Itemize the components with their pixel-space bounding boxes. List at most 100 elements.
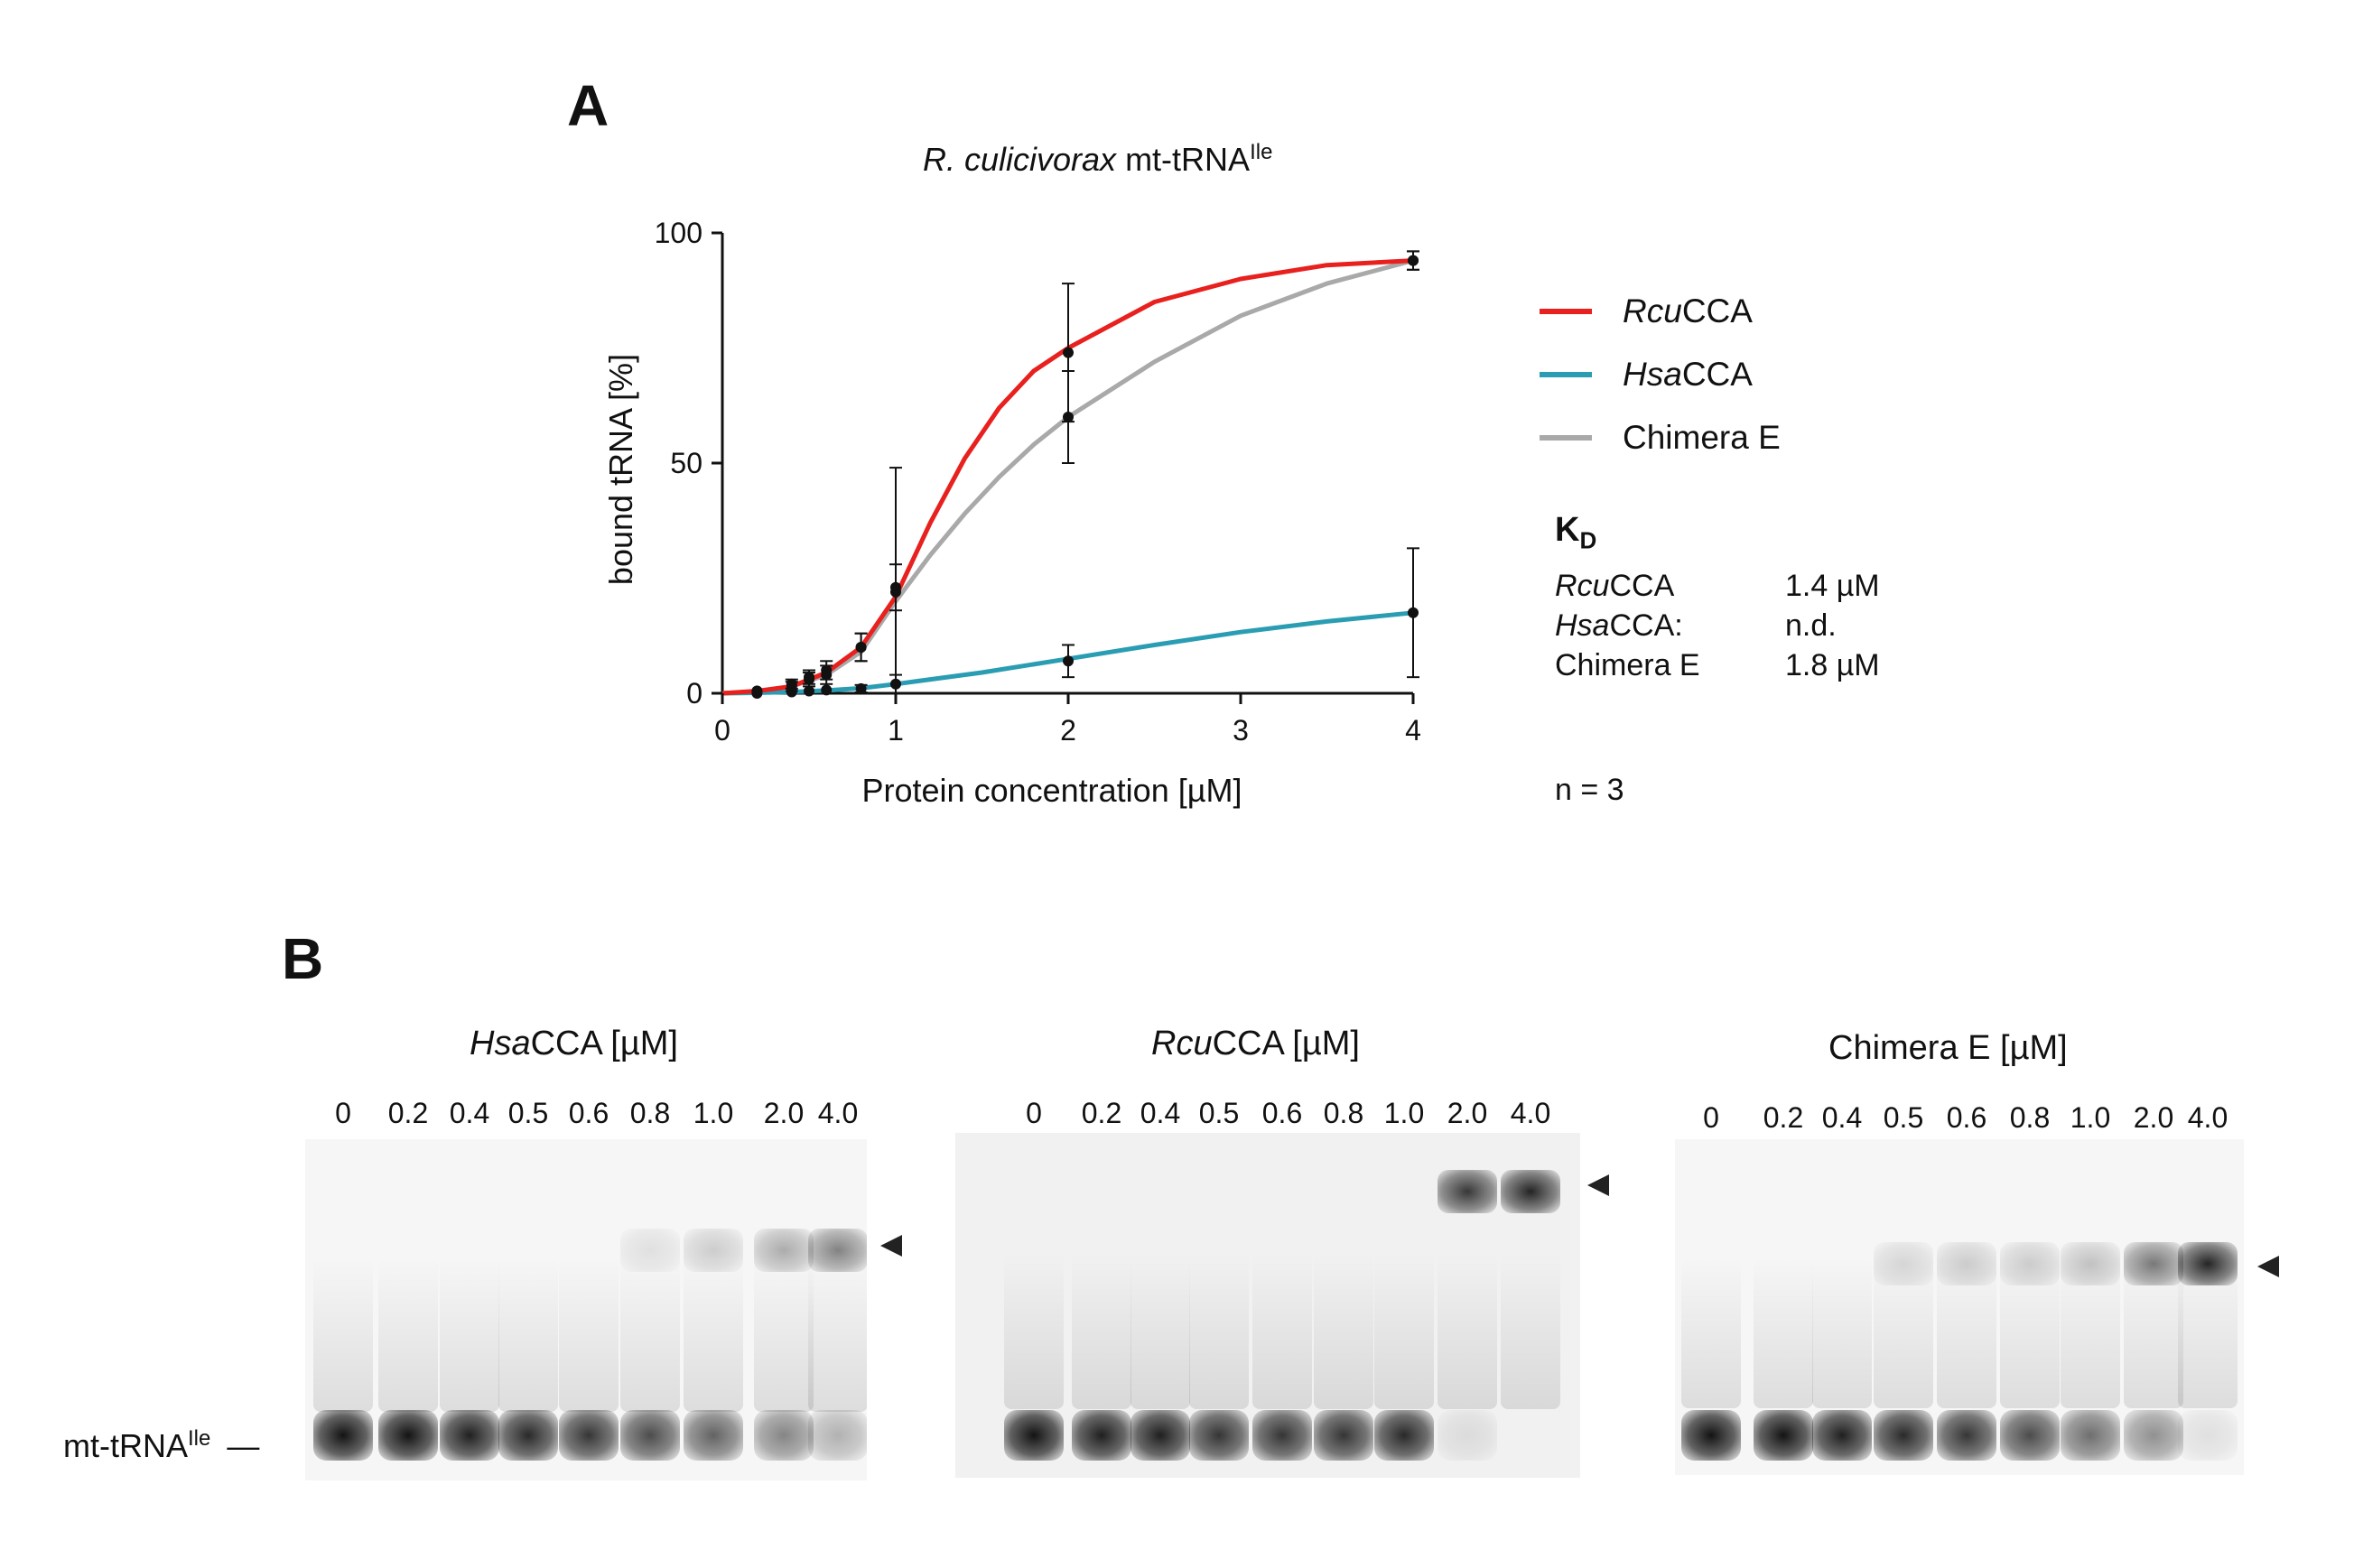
kd-name: Chimera E	[1555, 647, 1700, 682]
y-tick-label: 100	[655, 217, 702, 249]
legend-item-chimera-e: Chimera E	[1540, 406, 1781, 469]
chart-title: R. culicivorax mt-tRNAIle	[923, 140, 1272, 179]
kd-name-italic: Hsa	[1555, 608, 1610, 643]
complex-band	[1874, 1242, 1933, 1285]
gel-smear	[1812, 1257, 1872, 1408]
free-trna-band	[378, 1410, 438, 1461]
gel-title-rest: CCA [µM]	[1212, 1025, 1360, 1062]
gel-lane-label: 4.0	[2187, 1101, 2228, 1134]
gel-lane-label: 0.6	[568, 1097, 609, 1129]
gel-smear	[2000, 1257, 2060, 1408]
mt-label-main: mt-tRNA	[63, 1427, 188, 1464]
gel-panel-0	[305, 1139, 867, 1480]
gel-smear	[620, 1258, 680, 1413]
free-trna-band	[313, 1410, 373, 1461]
chart-title-sup: Ile	[1250, 140, 1273, 164]
gel-lane-label: 0.4	[1140, 1097, 1181, 1129]
kd-title-main: K	[1555, 511, 1580, 549]
gel-smear	[1374, 1253, 1434, 1409]
gel-title-hsacca: HsaCCA [µM]	[470, 1025, 678, 1063]
gel-title-italic: Hsa	[470, 1025, 531, 1062]
gel-smear	[1438, 1253, 1497, 1409]
gel-lane-label: 1.0	[1383, 1097, 1425, 1129]
free-trna-band	[620, 1410, 680, 1461]
data-point-hsacca	[1063, 655, 1074, 667]
free-trna-band	[1812, 1410, 1872, 1461]
shift-arrowhead-icon	[1587, 1174, 1609, 1196]
complex-band	[1501, 1170, 1560, 1213]
data-point-chimera-e	[786, 681, 797, 692]
shift-arrowhead-icon	[2257, 1256, 2279, 1277]
x-axis-label: Protein concentration [µM]	[862, 772, 1242, 809]
gel-panel-2	[1675, 1139, 2244, 1475]
gel-panel-1	[955, 1133, 1580, 1478]
gel-smear	[440, 1258, 499, 1413]
gel-lane-label: 0.6	[1946, 1101, 1987, 1134]
data-point-hsacca	[804, 685, 814, 697]
kd-name: CCA	[1609, 568, 1675, 603]
data-point-chimera-e	[821, 669, 833, 681]
free-trna-band	[2061, 1410, 2120, 1461]
chart-points	[751, 250, 1419, 699]
free-trna-band	[1314, 1410, 1373, 1461]
gel-smear	[1189, 1253, 1249, 1409]
free-trna-band	[808, 1410, 867, 1461]
free-trna-band	[754, 1410, 814, 1461]
gel-lane-label: 4.0	[817, 1097, 859, 1129]
gel-title-rest: Chimera E [µM]	[1828, 1029, 2068, 1067]
gel-lane-label: 0.5	[507, 1097, 549, 1129]
kd-title: KD	[1555, 510, 1880, 561]
free-trna-band	[2178, 1410, 2238, 1461]
data-point-chimera-e	[751, 685, 763, 697]
free-trna-band	[1937, 1410, 1996, 1461]
data-point-rcucca	[1063, 347, 1074, 358]
gel-lane-label: 0.6	[1261, 1097, 1303, 1129]
data-point-chimera-e	[1063, 412, 1074, 422]
y-tick-label: 50	[670, 447, 702, 479]
data-point-hsacca	[1408, 607, 1419, 618]
x-tick-label: 4	[1405, 714, 1421, 747]
n-label: n = 3	[1555, 773, 1624, 807]
legend-swatch-chimera-e	[1540, 435, 1592, 441]
free-trna-band	[1438, 1410, 1497, 1461]
chart-title-species: R. culicivorax	[923, 141, 1117, 178]
gel-lane-label: 1.0	[2070, 1101, 2111, 1134]
legend-label: CCA	[1681, 292, 1753, 329]
kd-name-italic: Rcu	[1555, 568, 1610, 603]
gel-smear	[808, 1258, 867, 1413]
gel-lane-label: 0.8	[629, 1097, 671, 1129]
legend-label-italic: Hsa	[1623, 356, 1682, 393]
free-trna-band	[2000, 1410, 2060, 1461]
kd-value: 1.4 µM	[1785, 568, 1880, 603]
kd-row-rcucca: RcuCCA 1.4 µM	[1555, 566, 1880, 606]
data-point-chimera-e	[855, 642, 867, 653]
gel-smear	[1004, 1253, 1064, 1409]
gel-smear	[1681, 1257, 1741, 1408]
gel-lane-label: 0.4	[1821, 1101, 1863, 1134]
chart-fit-lines	[721, 258, 1414, 696]
data-point-chimera-e	[804, 673, 814, 685]
complex-band	[2061, 1242, 2120, 1285]
fit-line-rcucca	[721, 258, 1414, 696]
x-tick-label: 2	[1060, 714, 1076, 747]
chart-title-rest: mt-tRNA	[1116, 141, 1251, 178]
free-trna-band	[1189, 1410, 1249, 1461]
legend-swatch-hsacca	[1540, 372, 1592, 377]
free-trna-band	[1754, 1410, 1813, 1461]
free-trna-band	[1874, 1410, 1933, 1461]
data-point-chimera-e	[1408, 255, 1419, 266]
gel-smear	[1754, 1257, 1813, 1408]
gel-smear	[1314, 1253, 1373, 1409]
gel-lane-label: 0	[335, 1097, 351, 1129]
gel-lane-label: 0.2	[1763, 1101, 1804, 1134]
x-tick-label: 0	[714, 714, 730, 747]
complex-band	[620, 1229, 680, 1272]
complex-band	[2178, 1242, 2238, 1285]
gel-smear	[1072, 1253, 1131, 1409]
free-trna-band	[440, 1410, 499, 1461]
complex-band	[2000, 1242, 2060, 1285]
mt-label-dash: —	[227, 1427, 260, 1464]
gel-lane-label: 2.0	[2133, 1101, 2174, 1134]
gel-title-italic: Rcu	[1151, 1025, 1213, 1062]
